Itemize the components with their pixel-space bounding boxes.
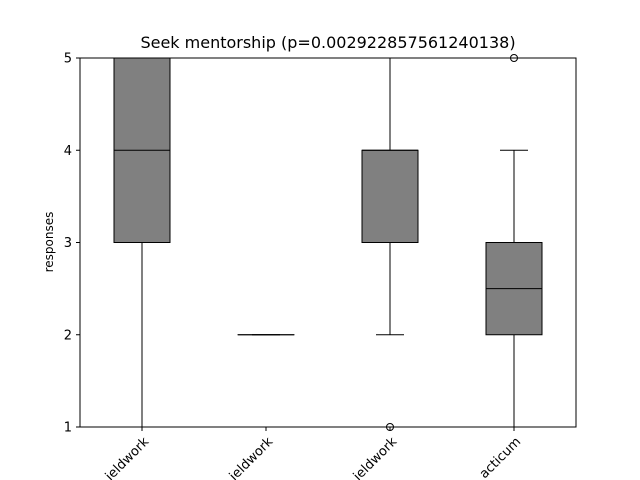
x-tick-label: ieldwork: [227, 434, 277, 480]
y-tick-label: 3: [64, 236, 72, 251]
x-tick-label: ieldwork: [103, 434, 153, 480]
x-tick-label: ieldwork: [351, 434, 401, 480]
y-tick-label: 4: [64, 144, 72, 159]
y-tick-label: 5: [64, 52, 72, 67]
y-tick-label: 1: [64, 421, 72, 436]
y-axis-label: responses: [42, 212, 56, 273]
plot-area: [113, 54, 543, 431]
box-iqr: [361, 149, 419, 243]
x-tick-label: acticum: [477, 435, 524, 480]
y-axis: 1 2 3 4 5: [64, 52, 80, 436]
y-tick-label: 2: [64, 328, 72, 343]
chart-title: Seek mentorship (p=0.002922857561240138): [140, 33, 515, 52]
x-axis: ieldwork ieldwork ieldwork acticum: [103, 427, 524, 480]
